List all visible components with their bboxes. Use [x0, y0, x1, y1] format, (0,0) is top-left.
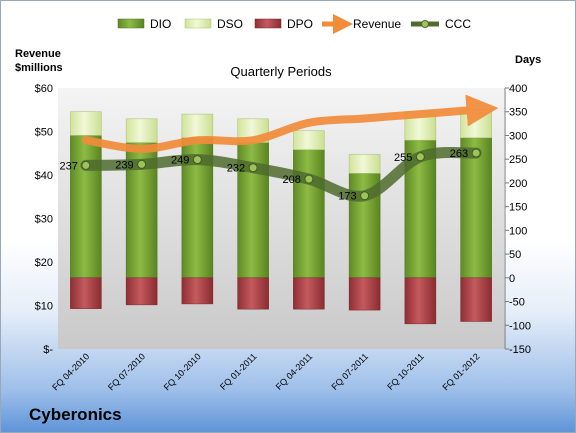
bar-dpo[interactable] — [404, 277, 437, 325]
legend-label-dpo: DPO — [287, 17, 313, 31]
ccc-data-label: 255 — [394, 152, 412, 164]
ccc-point[interactable] — [360, 191, 370, 201]
ccc-point[interactable] — [248, 163, 258, 173]
left-tick-label: $10 — [35, 301, 53, 313]
legend-item-ccc[interactable]: CCC — [411, 17, 471, 31]
right-tick-label: 250 — [509, 154, 527, 166]
legend-swatch-dpo — [254, 18, 282, 29]
left-tick-label: $40 — [35, 170, 53, 182]
ccc-point[interactable] — [137, 159, 147, 169]
legend-item-dso[interactable]: DSO — [184, 17, 243, 31]
ccc-data-label: 263 — [450, 148, 468, 160]
ccc-data-label: 232 — [227, 163, 245, 175]
ccc-data-label: 249 — [171, 155, 189, 167]
bar-dpo[interactable] — [348, 277, 381, 311]
ccc-point[interactable] — [192, 155, 202, 165]
left-axis-title-line2: $millions — [15, 62, 63, 74]
right-tick-label: 200 — [509, 178, 527, 190]
left-axis: $- $10 $20 $30 $40 $50 $60 — [35, 83, 54, 356]
bar-dpo[interactable] — [237, 277, 269, 310]
legend-swatch-dio — [117, 18, 145, 29]
right-tick-label: 50 — [509, 249, 521, 261]
right-tick-label: 400 — [509, 83, 527, 95]
ccc-line[interactable] — [80, 146, 482, 202]
right-tick-label: 350 — [509, 107, 527, 119]
left-tick-label: $50 — [35, 127, 53, 139]
category-axis: FQ 04-2010 FQ 07-2010 FQ 10-2010 FQ 01-2011… — [50, 351, 481, 392]
bar-dpo[interactable] — [70, 277, 102, 309]
ccc-data-label: 237 — [60, 160, 78, 172]
ccc-data-label: 239 — [115, 159, 133, 171]
left-tick-label: $20 — [35, 257, 53, 269]
bar-dso[interactable] — [293, 130, 325, 150]
category-label: FQ 04-2010 — [50, 351, 91, 392]
category-label: FQ 07-2011 — [329, 351, 370, 392]
category-label: FQ 01-2011 — [218, 351, 259, 392]
legend-label-dso: DSO — [217, 17, 243, 31]
legend-label-ccc: CCC — [445, 17, 471, 31]
right-tick-label: -150 — [509, 344, 531, 356]
bar-dso[interactable] — [70, 111, 102, 136]
category-label: FQ 10-2011 — [385, 351, 426, 392]
legend-label-dio: DIO — [150, 17, 171, 31]
bar-dio[interactable] — [460, 137, 492, 279]
legend-item-revenue[interactable]: Revenue — [322, 14, 401, 34]
category-label: FQ 04-2011 — [274, 351, 315, 392]
left-tick-label: $- — [43, 344, 53, 356]
category-label: FQ 07-2010 — [106, 351, 147, 392]
right-tick-label: -100 — [509, 320, 531, 332]
legend: DIO DSO DPO Revenue CCC — [117, 14, 471, 34]
left-tick-label: $60 — [35, 83, 53, 95]
bar-dio[interactable] — [293, 149, 325, 279]
company-name: Cyberonics — [29, 405, 122, 424]
ccc-point[interactable] — [415, 152, 425, 162]
right-axis-title: Days — [515, 54, 541, 66]
ccc-point[interactable] — [81, 160, 91, 170]
chart-title: Quarterly Periods — [230, 64, 332, 79]
right-tick-label: 300 — [509, 130, 527, 142]
legend-item-dio[interactable]: DIO — [117, 17, 171, 31]
ccc-point[interactable] — [471, 148, 481, 158]
right-tick-label: 100 — [509, 225, 527, 237]
plot-area — [58, 88, 504, 349]
bar-dpo[interactable] — [125, 277, 158, 306]
left-axis-title-line1: Revenue — [15, 48, 61, 60]
legend-swatch-dso — [184, 18, 212, 29]
ccc-data-label: 173 — [338, 191, 356, 203]
ccc-point[interactable] — [304, 174, 314, 184]
right-tick-label: 0 — [509, 273, 515, 285]
bar-dpo[interactable] — [293, 277, 325, 310]
legend-item-dpo[interactable]: DPO — [254, 17, 313, 31]
right-tick-label: -50 — [509, 297, 525, 309]
bar-dso[interactable] — [348, 154, 381, 174]
right-tick-label: 150 — [509, 202, 527, 214]
left-tick-label: $30 — [35, 214, 53, 226]
category-label: FQ 10-2010 — [162, 351, 203, 392]
bar-dpo[interactable] — [181, 277, 214, 305]
bar-dio[interactable] — [70, 135, 102, 279]
bar-dpo[interactable] — [460, 277, 492, 322]
ccc-series: 237 239 249 232 208 173 255 263 — [60, 146, 482, 203]
bar-dso[interactable] — [181, 113, 214, 139]
category-label: FQ 01-2012 — [441, 351, 482, 392]
legend-marker-ccc — [421, 20, 429, 28]
revenue-series — [81, 94, 499, 153]
ccc-data-label: 208 — [283, 174, 301, 186]
revenue-line[interactable] — [81, 94, 499, 153]
right-axis: -150 -100 -50 0 50 100 150 200 250 300 350 400 — [504, 83, 531, 356]
legend-label-revenue: Revenue — [353, 17, 401, 31]
bar-dso[interactable] — [125, 118, 158, 143]
